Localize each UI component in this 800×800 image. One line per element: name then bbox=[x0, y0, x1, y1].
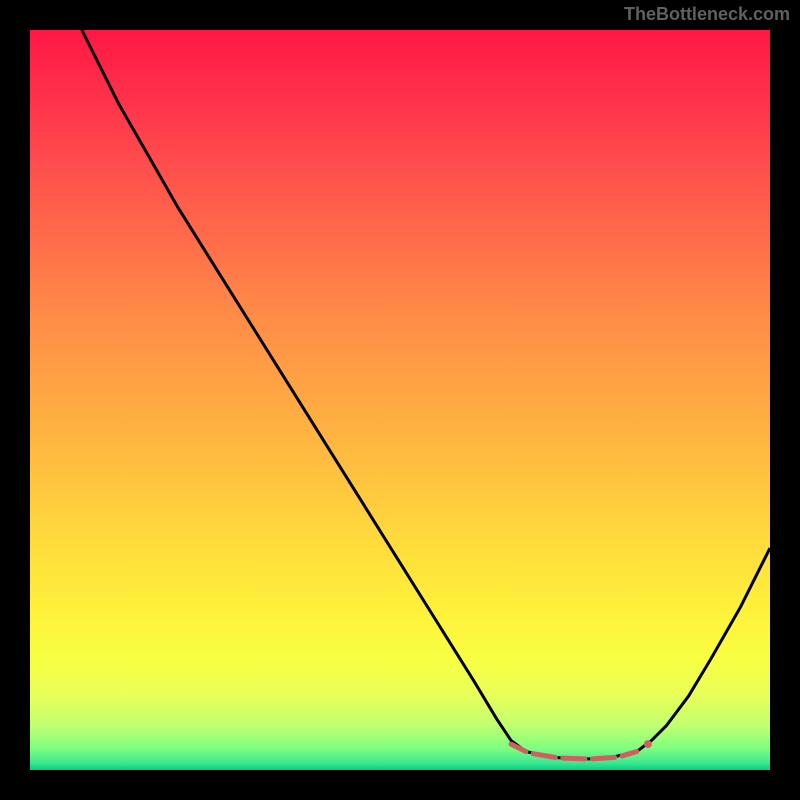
bottom-markers bbox=[511, 740, 652, 759]
attribution-text: TheBottleneck.com bbox=[624, 4, 790, 25]
chart-container bbox=[30, 30, 770, 770]
curve-overlay bbox=[30, 30, 770, 770]
bottleneck-curve bbox=[82, 30, 770, 759]
